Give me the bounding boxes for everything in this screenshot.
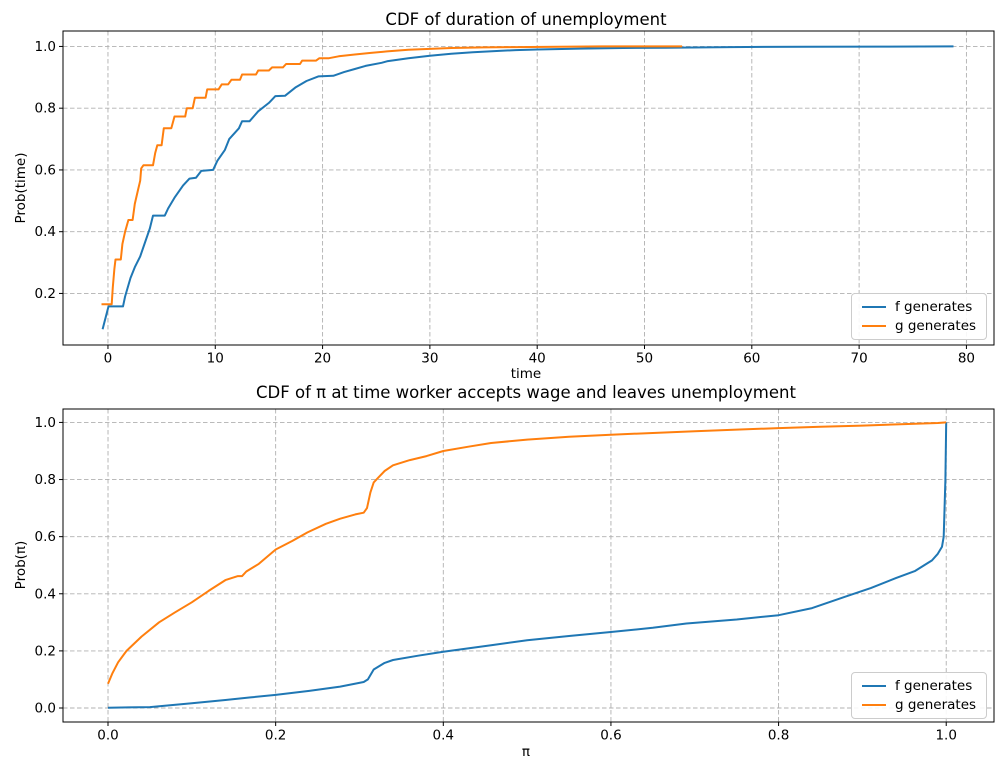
legend-item: g generates <box>862 698 976 712</box>
y-tick-label: 0.8 <box>35 472 56 488</box>
axes-spines <box>62 30 995 346</box>
x-tick-label: 60 <box>743 351 760 367</box>
legend-line-swatch <box>862 325 886 327</box>
top-legend: f generates g generates <box>851 293 988 340</box>
legend-item: f generates <box>862 679 976 693</box>
x-tick-label: 0.6 <box>600 728 621 744</box>
top-x-axis-label: time <box>510 366 542 382</box>
bottom-legend: f generates g generates <box>851 672 988 719</box>
legend-label: f generates <box>895 678 973 694</box>
y-tick-label: 0.8 <box>35 101 56 117</box>
x-tick-label: 20 <box>314 351 331 367</box>
legend-item: f generates <box>862 300 976 314</box>
y-tick-label: 0.0 <box>35 701 56 717</box>
series-line-g-generates <box>101 45 683 306</box>
x-tick-label: 50 <box>636 351 653 367</box>
x-tick-label: 0.8 <box>768 728 789 744</box>
legend-line-swatch <box>862 704 886 706</box>
x-tick-label: 80 <box>958 351 975 367</box>
bottom-x-axis-label: π <box>521 744 531 760</box>
y-tick-label: 0.4 <box>35 224 56 240</box>
legend-line-swatch <box>862 685 886 687</box>
y-tick-label: 1.0 <box>35 415 56 431</box>
x-tick-label: 1.0 <box>935 728 956 744</box>
series-line-f-generates <box>101 45 954 330</box>
bottom-chart-title: CDF of π at time worker accepts wage and… <box>256 383 796 402</box>
x-tick-label: 0.4 <box>433 728 454 744</box>
y-tick-label: 0.6 <box>35 529 56 545</box>
axes-spines <box>62 408 995 723</box>
legend-item: g generates <box>862 319 976 333</box>
y-tick-label: 0.6 <box>35 162 56 178</box>
legend-line-swatch <box>862 306 886 308</box>
x-tick-label: 0.0 <box>97 728 118 744</box>
x-tick-label: 70 <box>851 351 868 367</box>
y-tick-label: 1.0 <box>35 39 56 55</box>
x-tick-label: 0 <box>104 351 113 367</box>
y-tick-label: 0.4 <box>35 586 56 602</box>
x-tick-label: 0.2 <box>265 728 286 744</box>
legend-label: g generates <box>895 697 977 713</box>
top-chart-title: CDF of duration of unemployment <box>385 10 667 29</box>
x-tick-label: 30 <box>421 351 438 367</box>
legend-label: g generates <box>895 318 977 334</box>
legend-label: f generates <box>895 299 973 315</box>
x-tick-label: 40 <box>529 351 546 367</box>
y-tick-label: 0.2 <box>35 286 56 302</box>
y-tick-label: 0.2 <box>35 643 56 659</box>
series-line-g-generates <box>107 421 947 685</box>
series-line-f-generates <box>107 422 948 709</box>
x-tick-label: 10 <box>207 351 224 367</box>
bottom-y-axis-label: Prob(π) <box>13 540 29 590</box>
